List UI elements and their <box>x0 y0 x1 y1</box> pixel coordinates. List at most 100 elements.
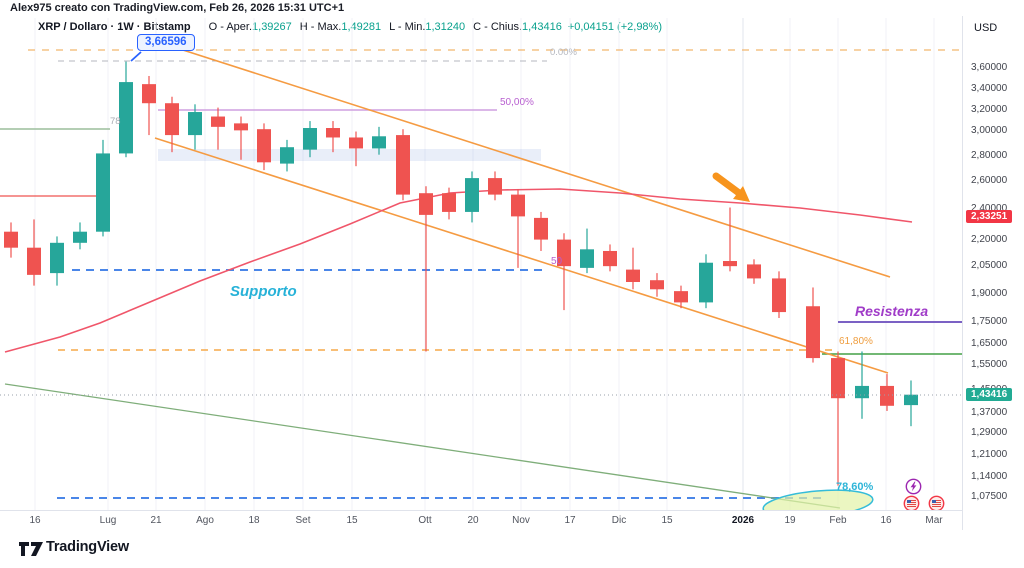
price-tick-label: 1,55000 <box>971 359 1008 370</box>
tradingview-wordmark[interactable]: TradingView <box>46 539 129 555</box>
candle <box>280 139 294 172</box>
candle <box>73 222 87 250</box>
change-value: +0,04151 (+2,98%) <box>567 21 662 33</box>
fib-786-label: 78,60% <box>836 481 874 493</box>
candle <box>211 107 225 150</box>
lightning-event-icon[interactable] <box>905 478 922 495</box>
candle <box>880 374 894 411</box>
price-tick-label: 1,75000 <box>971 316 1008 327</box>
orange-channel-lower <box>154 137 889 374</box>
candle <box>699 254 713 309</box>
low-value: 1,31240 <box>425 21 466 33</box>
symbol-title: XRP / Dollaro · 1W · Bitstamp <box>38 21 191 33</box>
footer-bar: TradingView <box>0 531 1024 568</box>
highlight-ellipse <box>762 489 874 510</box>
fib-50-partial-label: 50 <box>551 256 563 267</box>
green-diagonal <box>4 383 841 509</box>
us-flag-event-icon[interactable] <box>928 495 945 512</box>
candle <box>119 61 133 158</box>
low-label: L - Min. <box>389 21 426 33</box>
candle <box>831 351 845 486</box>
resistance-label[interactable]: Resistenza <box>855 303 929 319</box>
time-tick-label: Dic <box>611 515 627 526</box>
candle <box>904 380 918 427</box>
high-label: H - Max. <box>299 21 342 33</box>
time-tick-label: 15 <box>661 515 673 526</box>
candle <box>142 75 156 136</box>
time-tick-label: 15 <box>346 515 358 526</box>
marker-price-tag: 2,33251 <box>966 210 1013 223</box>
price-tick-label: 1,07500 <box>971 491 1008 502</box>
candle <box>326 121 340 153</box>
time-tick-label: 2026 <box>731 515 755 526</box>
support-label[interactable]: Supporto <box>230 283 297 300</box>
price-tick-label: 2,40000 <box>971 203 1008 214</box>
candle <box>442 187 456 220</box>
candle <box>303 121 317 158</box>
callout-pointer <box>130 51 142 62</box>
candle <box>557 233 571 311</box>
fib-786-partial-label: 78 <box>110 116 121 127</box>
candle <box>772 271 786 319</box>
price-tick-label: 3,00000 <box>971 125 1008 136</box>
time-tick-label: 21 <box>150 515 162 526</box>
candle <box>747 259 761 284</box>
price-axis[interactable]: 3,60000 3,40000 3,20000 3,00000 2,80000 2,600… <box>962 16 1024 530</box>
candle <box>27 219 41 286</box>
time-axis[interactable]: 16 Lug 21 Ago 18 Set 15 Ott 20 Nov 17 Dic 15 2026 19 Fe… <box>0 510 962 533</box>
time-tick-label: 19 <box>784 515 796 526</box>
price-tick-label: 3,40000 <box>971 83 1008 94</box>
annotation-arrow-head <box>733 186 750 202</box>
candle <box>855 351 869 419</box>
time-tick-label: Nov <box>512 515 530 526</box>
candle <box>96 139 110 237</box>
candle <box>534 211 548 251</box>
candle <box>626 247 640 290</box>
chart-pane[interactable]: 3,66596 Supporto Resistenza 0.00% 50,00%… <box>0 0 962 512</box>
ma-line <box>4 188 913 353</box>
candle <box>165 96 179 153</box>
candle <box>674 285 688 309</box>
fib-50-label: 50,00% <box>500 97 534 108</box>
price-zone <box>158 149 541 161</box>
time-tick-label: Feb <box>829 515 847 526</box>
candle <box>806 287 820 363</box>
annotation-arrow <box>712 172 743 197</box>
currency-label[interactable]: USD <box>974 22 998 34</box>
candle <box>650 273 664 297</box>
price-tick-label: 1,29000 <box>971 427 1008 438</box>
last-price-tag: 1,43416 <box>966 388 1013 401</box>
close-label: C - Chius. <box>473 21 523 33</box>
time-tick-label: Ago <box>196 515 214 526</box>
fib-0-label: 0.00% <box>550 47 577 58</box>
time-tick-label: 18 <box>248 515 260 526</box>
candle <box>372 126 386 155</box>
time-tick-label: 16 <box>880 515 892 526</box>
price-tick-label: 1,90000 <box>971 288 1008 299</box>
time-tick-label: Set <box>295 515 311 526</box>
fib-618-label: 61,80% <box>839 336 873 347</box>
candle <box>4 222 18 258</box>
time-tick-label: Lug <box>99 515 117 526</box>
candle <box>50 236 64 286</box>
candle <box>511 189 525 268</box>
price-tick-label: 1,14000 <box>971 471 1008 482</box>
candle <box>419 186 433 352</box>
price-tick-label: 2,60000 <box>971 175 1008 186</box>
open-label: O - Aper. <box>208 21 253 33</box>
close-value: 1,43416 <box>522 21 562 33</box>
price-tick-label: 2,80000 <box>971 150 1008 161</box>
candlestick-chart[interactable] <box>0 0 962 510</box>
time-tick-label: Ott <box>418 515 432 526</box>
symbol-legend[interactable]: XRP / Dollaro · 1W · Bitstamp O - Aper.1,… <box>38 21 662 33</box>
price-tick-label: 1,21000 <box>971 449 1008 460</box>
price-tick-label: 2,05000 <box>971 260 1008 271</box>
open-value: 1,39267 <box>252 21 292 33</box>
candle <box>257 123 271 171</box>
price-callout[interactable]: 3,66596 <box>137 34 195 51</box>
time-tick-label: 16 <box>29 515 41 526</box>
tradingview-logo-icon[interactable] <box>18 539 46 559</box>
candle <box>603 244 617 272</box>
price-tick-label: 2,20000 <box>971 234 1008 245</box>
